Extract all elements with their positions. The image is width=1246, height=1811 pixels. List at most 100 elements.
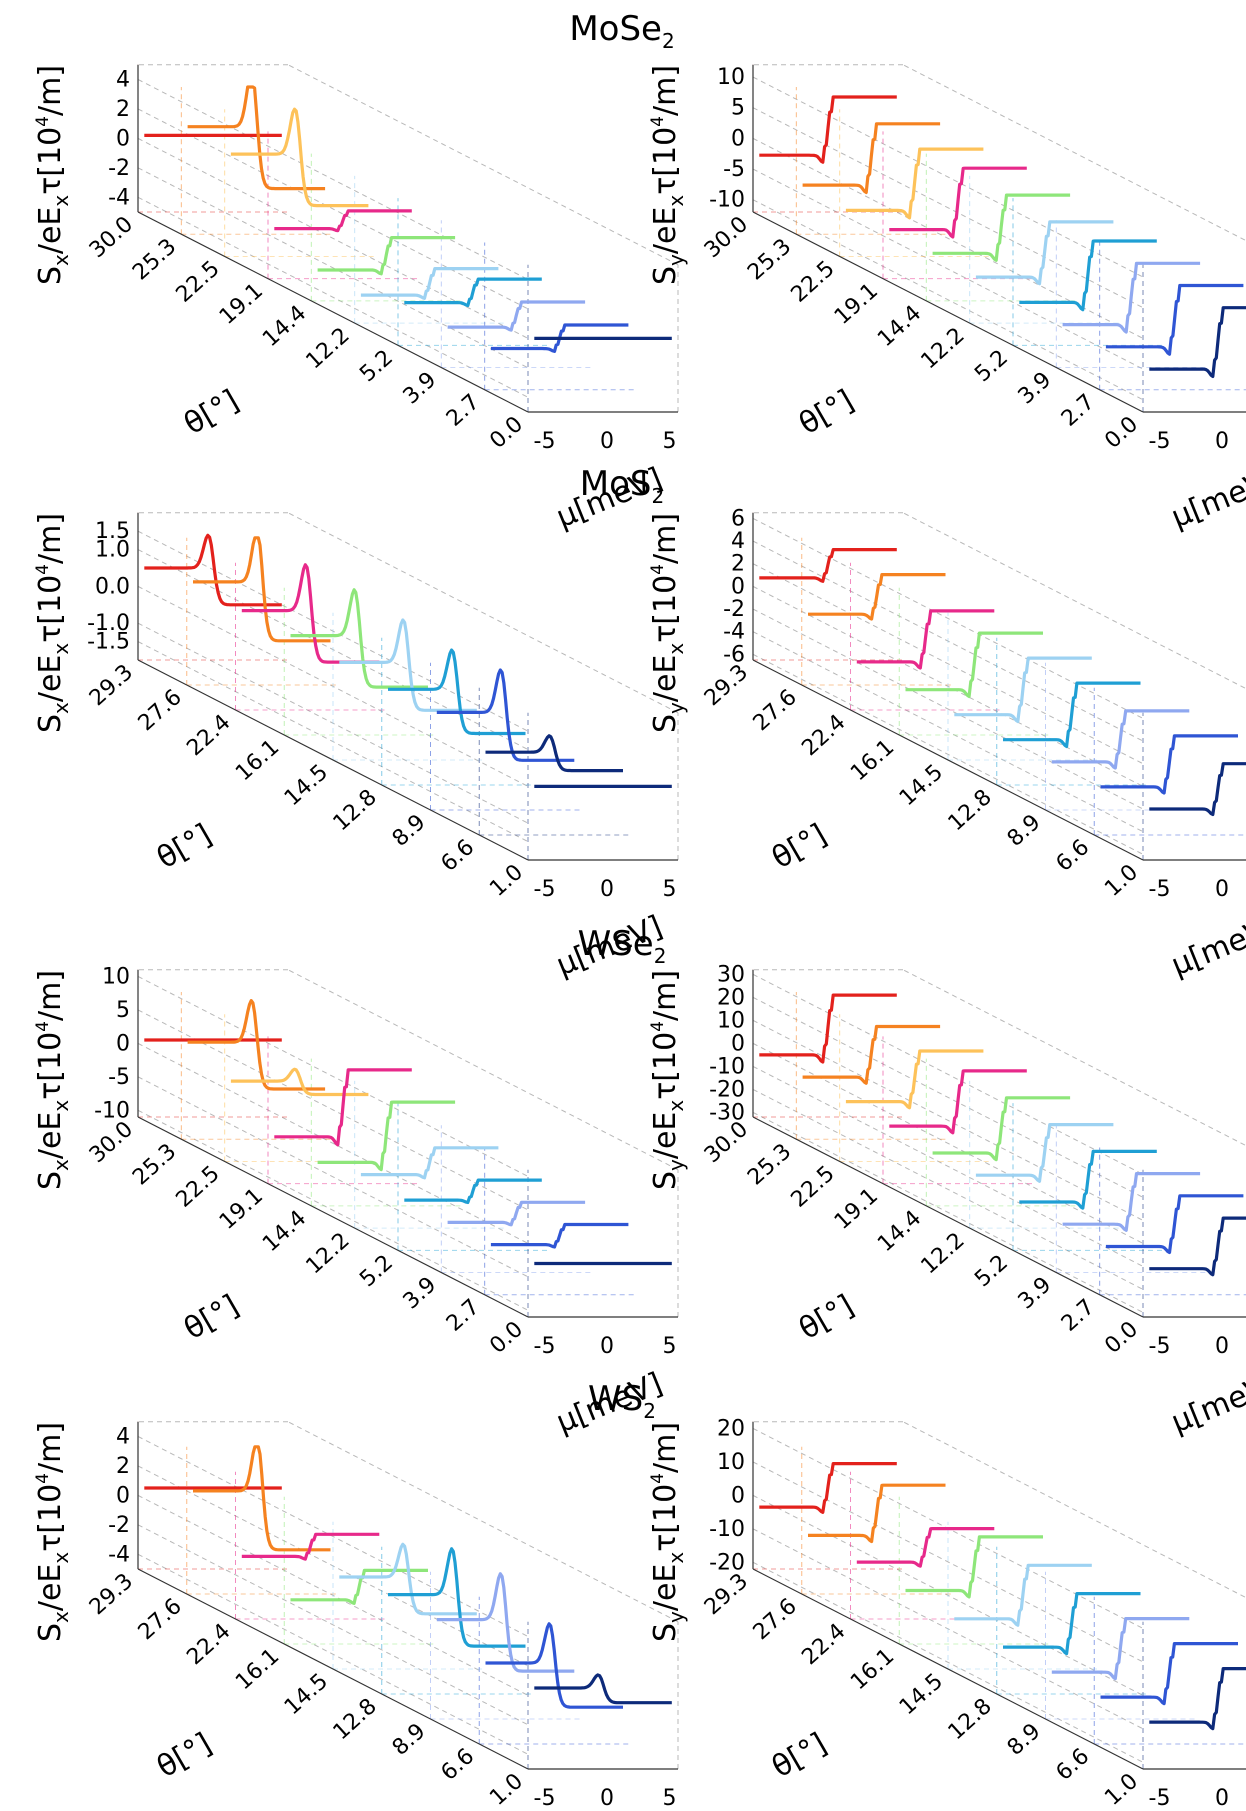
theta-tick-label: 5.2 <box>970 345 1013 387</box>
z-tick-label: 5 <box>731 96 745 121</box>
grid-line <box>752 1042 1144 1244</box>
grid-line <box>902 512 1246 690</box>
grid-line <box>752 1065 1144 1267</box>
mu-tick-label: 5 <box>663 1334 677 1359</box>
theta-tick-label: 25.3 <box>743 234 796 285</box>
grid-line <box>752 168 1144 370</box>
z-axis-label: Sx/eExτ[104/m] <box>33 65 73 285</box>
z-tick-label: 0 <box>116 1483 130 1508</box>
mu-tick-label: 0 <box>600 877 614 902</box>
z-tick-label: 10 <box>717 1450 745 1475</box>
theta-tick-label: 14.5 <box>895 760 948 811</box>
grid-line <box>137 1436 529 1637</box>
theta-tick-label: 0.0 <box>485 1317 528 1359</box>
grid-line <box>137 975 529 1177</box>
z-tick-label: -2 <box>108 156 130 181</box>
series-line-theta-14.5 <box>954 1563 1092 1627</box>
theta-tick-label: 14.4 <box>873 301 926 352</box>
mu-tick-label: -5 <box>1149 1786 1171 1811</box>
series-line-theta-19.1 <box>889 166 1027 239</box>
theta-tick-label: 3.9 <box>1014 367 1057 409</box>
z-tick-label: 2 <box>731 552 745 577</box>
grid-line <box>902 64 1246 242</box>
theta-tick-label: 16.1 <box>231 1644 284 1695</box>
grid-line <box>752 653 1144 855</box>
theta-tick-label: 12.8 <box>329 1694 382 1745</box>
series-group <box>759 95 1246 378</box>
theta-tick-label: 25.3 <box>743 1139 796 1190</box>
z-tick-label: 6 <box>731 506 745 531</box>
series-line-theta-12.2 <box>975 1123 1114 1183</box>
series-line-theta-30.0 <box>759 95 897 164</box>
z-tick-label: -10 <box>94 1098 130 1123</box>
row-title: MoSe2 <box>569 9 674 53</box>
panel-2-y: 3020100-10-20-3030.025.322.519.114.412.2… <box>648 962 1246 1440</box>
series-line-theta-12.8 <box>388 648 526 736</box>
theta-tick-label: 3.9 <box>399 367 442 409</box>
series-line-theta-19.1 <box>274 209 412 233</box>
theta-tick-label: 0.0 <box>1100 412 1143 454</box>
z-tick-label: 20 <box>717 985 745 1010</box>
series-group <box>144 1445 672 1709</box>
theta-axis-label: θ[°] <box>151 817 218 876</box>
z-tick-label: -20 <box>709 1077 745 1102</box>
z-tick-label: 0 <box>731 126 745 151</box>
theta-tick-label: 22.5 <box>787 256 840 307</box>
grid-line <box>137 1553 529 1755</box>
theta-tick-label: 14.5 <box>895 1669 948 1720</box>
theta-tick-label: 29.3 <box>700 660 753 711</box>
theta-axis-line <box>752 1116 1144 1318</box>
theta-tick-label: 2.7 <box>1057 390 1100 432</box>
mu-tick-label: 0 <box>1215 877 1229 902</box>
z-axis-label: Sy/eExτ[104/m] <box>648 65 688 285</box>
theta-tick-label: 6.6 <box>437 835 480 877</box>
z-axis-label: Sy/eExτ[104/m] <box>648 970 688 1190</box>
theta-tick-label: 22.4 <box>182 710 235 761</box>
series-line-theta-27.6 <box>808 572 946 621</box>
z-tick-label: -4 <box>108 185 130 210</box>
grid <box>752 512 1246 861</box>
theta-tick-label: 12.2 <box>917 323 970 374</box>
z-tick-label: 0 <box>731 574 745 599</box>
grid-line <box>287 512 679 714</box>
series-line-theta-14.5 <box>339 618 477 712</box>
theta-tick-label: 0.0 <box>485 412 528 454</box>
axes <box>752 512 1246 861</box>
theta-tick-label: 1.0 <box>1100 860 1143 902</box>
series-line-theta-22.5 <box>845 147 984 220</box>
theta-tick-label: 22.5 <box>787 1161 840 1212</box>
grid-line <box>752 1019 1144 1221</box>
mu-tick-label: -5 <box>534 877 556 902</box>
theta-tick-label: 16.1 <box>231 735 284 786</box>
series-line-theta-16.1 <box>290 588 428 689</box>
axes <box>137 1421 678 1770</box>
theta-tick-label: 6.6 <box>1052 1744 1095 1786</box>
theta-axis-label: θ[°] <box>766 1726 833 1785</box>
z-tick-label: -1.0 <box>87 611 130 636</box>
series-line-theta-12.2 <box>360 1146 499 1180</box>
grid-line <box>137 1524 529 1726</box>
grid <box>752 64 1246 413</box>
theta-tick-label: 12.8 <box>329 785 382 836</box>
theta-tick-label: 0.0 <box>1100 1317 1143 1359</box>
grid-line <box>137 1109 529 1311</box>
theta-tick-label: 12.8 <box>944 1694 997 1745</box>
grid-line <box>902 1421 1246 1599</box>
theta-tick-label: 12.2 <box>917 1228 970 1279</box>
grid-line <box>752 1088 1144 1290</box>
series-line-theta-5.2 <box>404 277 542 308</box>
grid-line <box>752 107 1144 309</box>
z-tick-label: 20 <box>717 1416 745 1441</box>
z-tick-label: -10 <box>709 188 745 213</box>
series-line-theta-25.3 <box>802 1024 941 1085</box>
series-line-theta-2.7 <box>490 1222 629 1249</box>
series-line-theta-22.4 <box>856 609 995 670</box>
grid-line <box>752 517 1144 719</box>
theta-tick-label: 27.6 <box>749 1594 802 1645</box>
theta-axis-label: θ[°] <box>151 1726 218 1785</box>
theta-tick-label: 12.2 <box>302 323 355 374</box>
